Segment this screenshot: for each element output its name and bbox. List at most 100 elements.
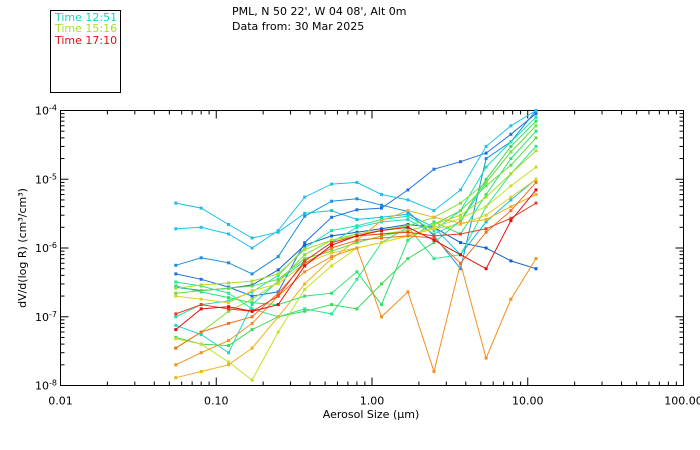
data-point [227, 299, 231, 303]
data-point [534, 201, 538, 205]
data-point [509, 259, 513, 263]
data-point [250, 321, 254, 325]
data-point [380, 193, 383, 196]
series-line [175, 113, 537, 297]
data-point [355, 238, 359, 242]
data-point [276, 255, 280, 259]
series-12:51-e [174, 109, 538, 250]
x-tick-label: 1.00 [360, 395, 385, 408]
data-point [484, 218, 488, 221]
data-point [330, 234, 334, 238]
data-point [432, 215, 436, 219]
data-point [459, 232, 462, 236]
data-point [174, 284, 178, 288]
data-point [174, 376, 178, 380]
data-point [355, 270, 359, 274]
legend-label-1: Time 12:51 [54, 11, 117, 24]
y-tick-label: 10-4 [35, 104, 57, 118]
data-point [534, 136, 538, 140]
data-point [199, 342, 203, 346]
data-point [250, 328, 254, 332]
data-point [227, 296, 231, 300]
data-point [174, 315, 178, 319]
data-point [250, 303, 254, 307]
data-point [355, 232, 359, 236]
data-point [250, 289, 254, 293]
data-point [432, 220, 436, 224]
data-point [303, 241, 307, 245]
data-point [227, 305, 231, 309]
data-point [459, 219, 462, 223]
data-point [432, 238, 436, 242]
data-point [380, 303, 383, 307]
data-point [432, 232, 436, 236]
data-point [509, 184, 513, 188]
data-point [406, 214, 410, 218]
data-point [432, 223, 436, 226]
data-point [227, 309, 231, 313]
data-point [509, 198, 513, 202]
data-point [227, 291, 231, 295]
data-point [174, 337, 178, 341]
data-point [250, 297, 254, 301]
x-tick-label: 100.00 [664, 395, 700, 408]
data-point [484, 230, 488, 234]
data-point [432, 227, 436, 231]
data-point [406, 230, 410, 234]
data-point [174, 323, 178, 327]
data-point [459, 221, 462, 225]
data-point [484, 157, 488, 161]
x-tick-label: 0.01 [48, 395, 73, 408]
data-point [534, 124, 538, 128]
data-point [303, 270, 307, 274]
chart-subtitle: Data from: 30 Mar 2025 [232, 20, 364, 33]
data-point [484, 184, 488, 188]
data-point [406, 234, 410, 238]
data-point [250, 279, 254, 283]
data-point [330, 312, 334, 316]
data-point [484, 144, 488, 148]
data-point [509, 124, 513, 128]
series-group [174, 109, 538, 382]
data-point [303, 294, 307, 298]
data-point [276, 294, 280, 298]
data-point [227, 286, 231, 290]
data-point [484, 193, 488, 196]
data-point [459, 201, 462, 205]
data-point [174, 363, 178, 367]
data-point [534, 193, 538, 196]
data-point [432, 241, 436, 245]
data-point [199, 206, 203, 210]
series-12:51-c [174, 112, 538, 298]
data-point [380, 232, 383, 236]
data-point [406, 257, 410, 261]
y-tick-label: 10-7 [35, 310, 57, 324]
data-point [227, 321, 231, 325]
data-point [303, 309, 307, 313]
data-point [199, 330, 203, 334]
data-point [199, 307, 203, 311]
data-point [484, 205, 488, 209]
data-point [509, 144, 513, 148]
data-point [432, 167, 436, 171]
data-point [276, 268, 280, 272]
data-point [355, 277, 359, 281]
data-point [250, 378, 254, 382]
plot-frame [60, 110, 684, 386]
data-point [380, 315, 383, 319]
data-point [406, 290, 410, 294]
data-point [227, 307, 231, 311]
data-point [250, 246, 254, 250]
data-point [303, 211, 307, 215]
data-point [534, 109, 538, 112]
data-point [227, 223, 231, 226]
data-point [380, 215, 383, 219]
y-tick-label: 10-6 [35, 241, 57, 255]
data-point [250, 307, 254, 311]
y-tick-label: 10-5 [35, 172, 57, 186]
data-point [330, 243, 334, 247]
data-point [303, 282, 307, 286]
data-point [174, 291, 178, 295]
data-point [276, 277, 280, 281]
data-point [534, 257, 538, 261]
